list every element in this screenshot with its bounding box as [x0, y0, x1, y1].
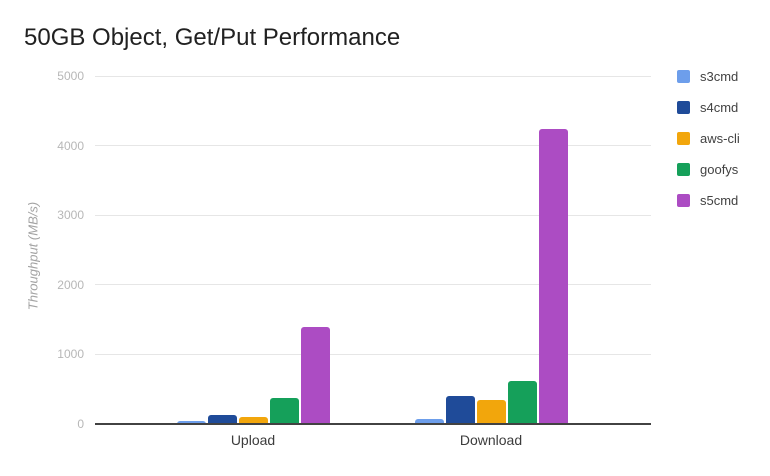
legend-item-aws-cli: aws-cli: [677, 130, 740, 146]
gridline-2000: [95, 284, 651, 286]
legend-swatch-s4cmd: [677, 100, 690, 114]
bar-s5cmd-upload[interactable]: [300, 327, 330, 424]
y-tick-label-5000: 5000: [57, 69, 84, 83]
legend-swatch-s5cmd: [677, 193, 690, 207]
bar-aws-cli-upload[interactable]: [238, 417, 268, 424]
legend: s3cmd s4cmd aws-cli goofys s5cmd: [677, 69, 740, 224]
y-tick-label-2000: 2000: [57, 277, 84, 292]
gridline-1000: [95, 353, 651, 355]
y-tick-label-4000: 4000: [57, 138, 84, 153]
bar-s3cmd-download[interactable]: [414, 419, 444, 424]
bar-goofys-download[interactable]: [507, 381, 537, 424]
gridline-3000: [95, 214, 651, 216]
x-category-label-download: Download: [459, 432, 523, 448]
y-tick-label-1000: 1000: [57, 347, 84, 362]
y-tick-label-0: 0: [77, 417, 84, 431]
legend-label-s4cmd: s4cmd: [700, 99, 739, 115]
bar-s4cmd-download[interactable]: [445, 396, 475, 424]
bar-s5cmd-download[interactable]: [538, 129, 568, 424]
legend-swatch-aws-cli: [677, 131, 690, 145]
gridline-5000: [95, 75, 651, 77]
bar-s3cmd-upload[interactable]: [176, 421, 206, 424]
legend-item-goofys: goofys: [677, 161, 740, 177]
legend-swatch-s3cmd: [677, 69, 690, 83]
bar-s4cmd-upload[interactable]: [207, 415, 237, 424]
chart-title: 50GB Object, Get/Put Performance: [24, 24, 401, 51]
legend-item-s4cmd: s4cmd: [677, 99, 740, 115]
legend-item-s3cmd: s3cmd: [677, 68, 740, 84]
legend-swatch-goofys: [677, 162, 690, 176]
plot-area: [95, 75, 651, 425]
bar-goofys-upload[interactable]: [269, 398, 299, 424]
legend-label-s3cmd: s3cmd: [700, 68, 739, 84]
legend-item-s5cmd: s5cmd: [677, 192, 740, 208]
gridline-4000: [95, 145, 651, 147]
y-tick-label-3000: 3000: [57, 208, 84, 223]
x-axis-line: [95, 423, 651, 425]
bar-aws-cli-download[interactable]: [476, 400, 506, 424]
legend-label-aws-cli: aws-cli: [700, 130, 740, 146]
x-category-label-upload: Upload: [230, 432, 276, 448]
legend-label-goofys: goofys: [700, 161, 739, 177]
legend-label-s5cmd: s5cmd: [700, 192, 739, 208]
